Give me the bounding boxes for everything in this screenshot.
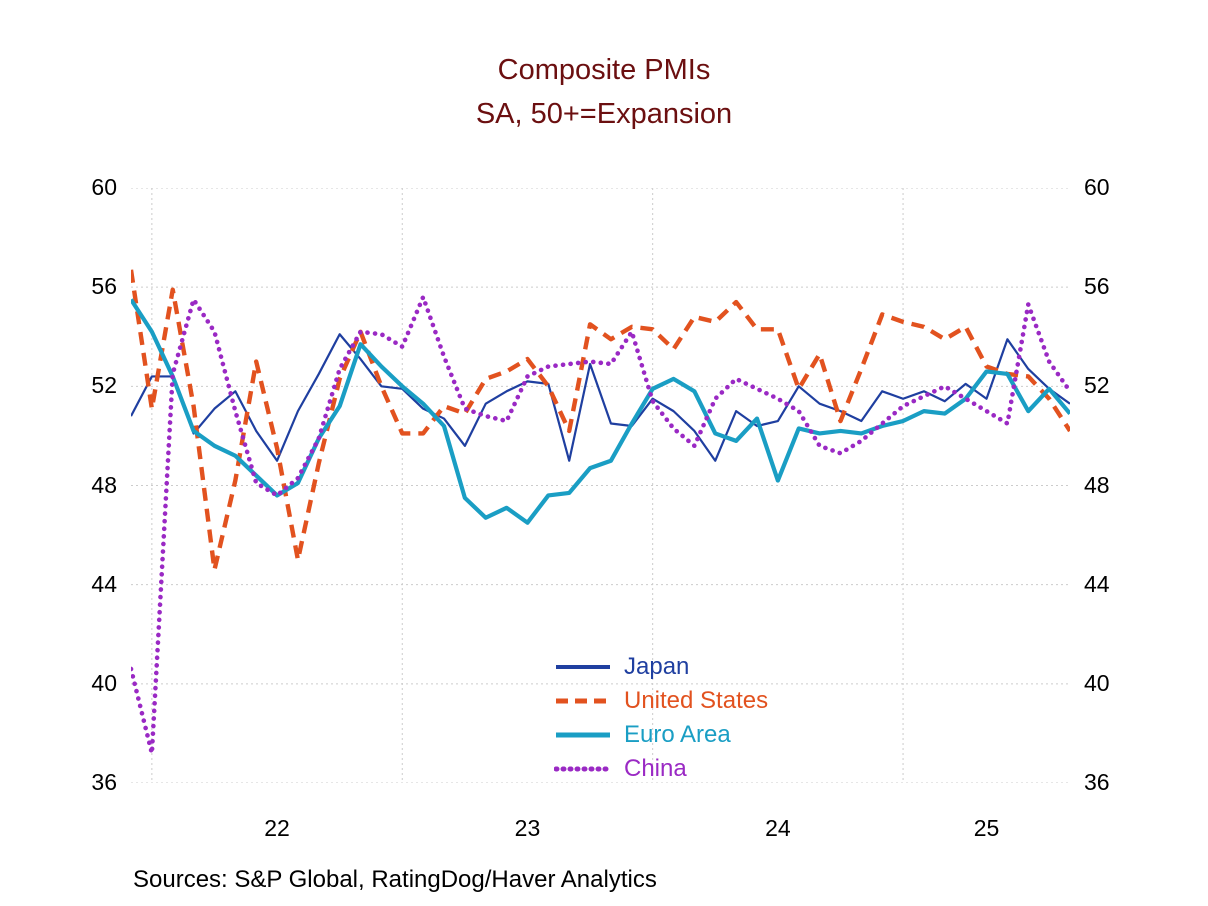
legend-label-euro-area: Euro Area	[624, 721, 731, 748]
y-axis-tick-label-right: 52	[1084, 372, 1110, 399]
chart-title-line1: Composite PMIs	[497, 54, 711, 86]
y-axis-tick-label-left: 36	[91, 769, 117, 795]
y-axis-tick-label-left: 44	[91, 570, 117, 597]
series-line-china	[131, 294, 1070, 756]
x-axis-tick-label: 22	[264, 815, 290, 841]
y-axis-tick-label-left: 52	[91, 372, 117, 399]
legend-label-china: China	[624, 755, 687, 782]
y-axis-tick-label-right: 48	[1084, 471, 1110, 498]
legend-label-japan: Japan	[624, 653, 690, 680]
legend-item-japan: Japan	[554, 650, 854, 684]
x-axis-tick-label: 24	[765, 815, 791, 841]
chart-title: Composite PMIs SA, 50+=Expansion	[0, 48, 1208, 136]
chart-legend: Japan United States Euro Area China	[554, 650, 854, 786]
legend-item-china: China	[554, 752, 854, 786]
y-axis-tick-label-left: 40	[91, 669, 117, 696]
legend-item-euro-area: Euro Area	[554, 718, 854, 752]
legend-swatch-japan	[554, 658, 612, 676]
y-axis-tick-label-right: 60	[1084, 174, 1110, 200]
y-axis-tick-label-left: 48	[91, 471, 117, 498]
chart-title-line2: SA, 50+=Expansion	[475, 98, 733, 130]
legend-item-united-states: United States	[554, 684, 854, 718]
series-line-euro-area	[131, 298, 1070, 525]
y-axis-tick-label-left: 60	[91, 174, 117, 200]
legend-label-united-states: United States	[624, 687, 769, 714]
series-line-japan	[131, 333, 1070, 462]
y-axis-tick-label-right: 44	[1084, 570, 1110, 597]
y-axis-tick-label-left: 56	[91, 273, 117, 300]
legend-swatch-china	[554, 760, 612, 778]
source-note: Sources: S&P Global, RatingDog/Haver Ana…	[133, 866, 657, 893]
x-axis-tick-label: 23	[514, 815, 541, 841]
y-axis-tick-label-right: 40	[1084, 669, 1110, 696]
y-axis-tick-label-right: 36	[1084, 769, 1110, 795]
legend-swatch-euro-area	[554, 726, 612, 744]
legend-swatch-united-states	[554, 692, 612, 710]
series-line-united-states	[131, 269, 1070, 572]
chart-canvas	[131, 188, 1070, 783]
y-axis-tick-label-right: 56	[1084, 273, 1110, 300]
plot-area	[131, 188, 1070, 783]
x-axis-tick-label: 25	[973, 815, 1000, 841]
